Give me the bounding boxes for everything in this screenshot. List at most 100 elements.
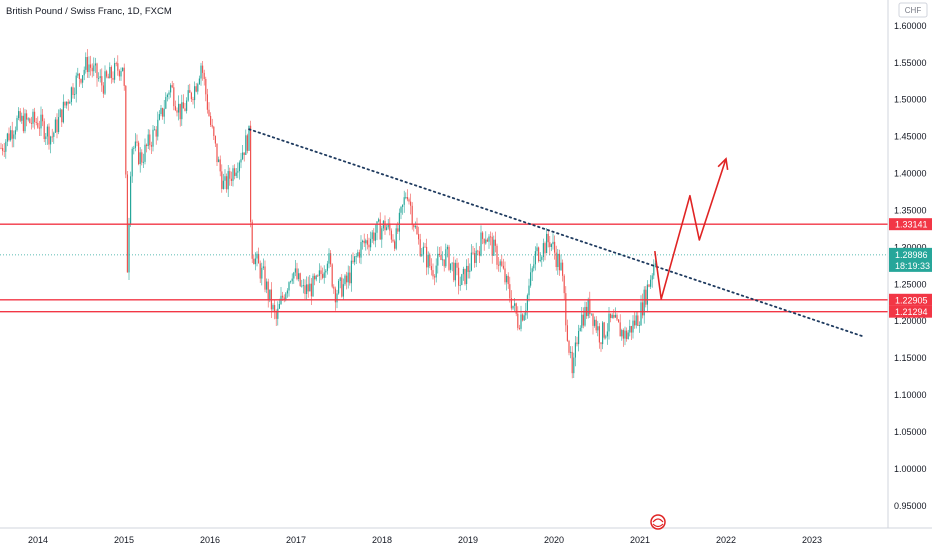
candle-body (318, 270, 320, 276)
candle-body (338, 280, 340, 294)
candle-body (493, 239, 495, 256)
candle-body (614, 314, 616, 318)
candle-body (294, 268, 296, 273)
candle-body (19, 111, 21, 121)
candle-body (259, 263, 261, 279)
candle-body (283, 297, 285, 301)
candle-body (506, 275, 508, 283)
candle-body (386, 227, 388, 231)
candle-body (622, 330, 624, 339)
candle-body (486, 239, 488, 242)
candle-body (14, 130, 16, 135)
candle-body (216, 143, 218, 163)
candle-body (595, 319, 597, 331)
candle-body (77, 73, 79, 76)
currency-badge[interactable]: CHF (898, 2, 928, 18)
candle-body (565, 293, 567, 326)
candle-body (576, 342, 578, 345)
candle-body (325, 270, 327, 273)
candle-body (131, 148, 133, 177)
candle-body (24, 113, 26, 132)
candle-body (78, 73, 80, 80)
projection-path[interactable] (654, 158, 727, 300)
candle-body (629, 326, 631, 333)
candle-body (458, 267, 460, 286)
candle-body (456, 262, 458, 268)
time-tick-label: 2018 (372, 535, 392, 545)
candle-body (466, 265, 468, 285)
candle-body (69, 101, 71, 104)
candle-body (571, 351, 573, 374)
candle-body (331, 264, 333, 287)
candle-body (286, 290, 288, 294)
candle-body (117, 63, 119, 71)
candle-body (266, 281, 268, 290)
time-tick-label: 2023 (802, 535, 822, 545)
candle-body (190, 92, 192, 100)
time-tick-label: 2021 (630, 535, 650, 545)
candle-body (154, 129, 156, 131)
candle-body (118, 70, 120, 77)
candle-body (397, 228, 399, 232)
candle-body (134, 141, 136, 148)
candle-body (258, 253, 260, 264)
candle-body (472, 252, 474, 254)
tradingview-logo-icon[interactable] (650, 514, 666, 530)
time-axis[interactable]: 2014 2015 2016 2017 2018 2019 2020 2021 2022 2023 (28, 535, 822, 545)
candle-body (186, 100, 188, 111)
candle-body (330, 253, 332, 265)
candle-body (390, 230, 392, 240)
candle-body (448, 246, 450, 270)
candle-body (21, 115, 23, 121)
candle-body (122, 67, 124, 72)
candle-body (613, 314, 615, 318)
horizontal-levels[interactable] (0, 223, 888, 313)
candle-body (120, 71, 122, 77)
candlestick-series (0, 49, 656, 379)
candle-body (5, 141, 7, 152)
candle-body (611, 314, 613, 319)
price-axis[interactable]: 0.95000 1.00000 1.05000 1.10000 1.15000 1.200… (894, 21, 927, 511)
candle-body (322, 274, 324, 278)
candle-body (168, 92, 170, 95)
candle-body (435, 265, 437, 278)
candle-body (224, 176, 226, 181)
price-tick-label: 1.60000 (894, 21, 927, 31)
candle-body (522, 314, 524, 321)
candle-body (326, 263, 328, 271)
candle-body (43, 121, 45, 139)
candle-body (530, 272, 532, 286)
candle-body (166, 94, 168, 98)
trendline[interactable] (248, 128, 863, 337)
candle-body (152, 129, 154, 147)
candle-body (539, 259, 541, 262)
candle-body (339, 277, 341, 281)
price-tick-label: 1.45000 (894, 132, 927, 142)
candle-body (357, 252, 359, 257)
candle-body (637, 315, 639, 326)
candle-body (398, 212, 400, 232)
candle-body (82, 75, 84, 83)
candle-body (142, 161, 144, 163)
candle-body (533, 264, 535, 269)
candle-body (347, 272, 349, 283)
price-tick-label: 1.15000 (894, 353, 927, 363)
price-tick-label: 1.50000 (894, 95, 927, 105)
candle-body (410, 201, 412, 206)
candle-body (370, 238, 372, 248)
candle-body (534, 251, 536, 265)
level-label-box (889, 305, 932, 318)
candle-body (219, 159, 221, 172)
candle-body (275, 312, 277, 319)
candle-body (75, 75, 77, 95)
candle-body (582, 314, 584, 326)
candle-body (328, 253, 330, 264)
candle-body (91, 67, 93, 72)
candle-body (187, 90, 189, 101)
candle-body (163, 108, 165, 117)
time-tick-label: 2015 (114, 535, 134, 545)
candle-body (229, 171, 231, 179)
candle-body (650, 279, 652, 287)
candle-body (34, 111, 36, 122)
